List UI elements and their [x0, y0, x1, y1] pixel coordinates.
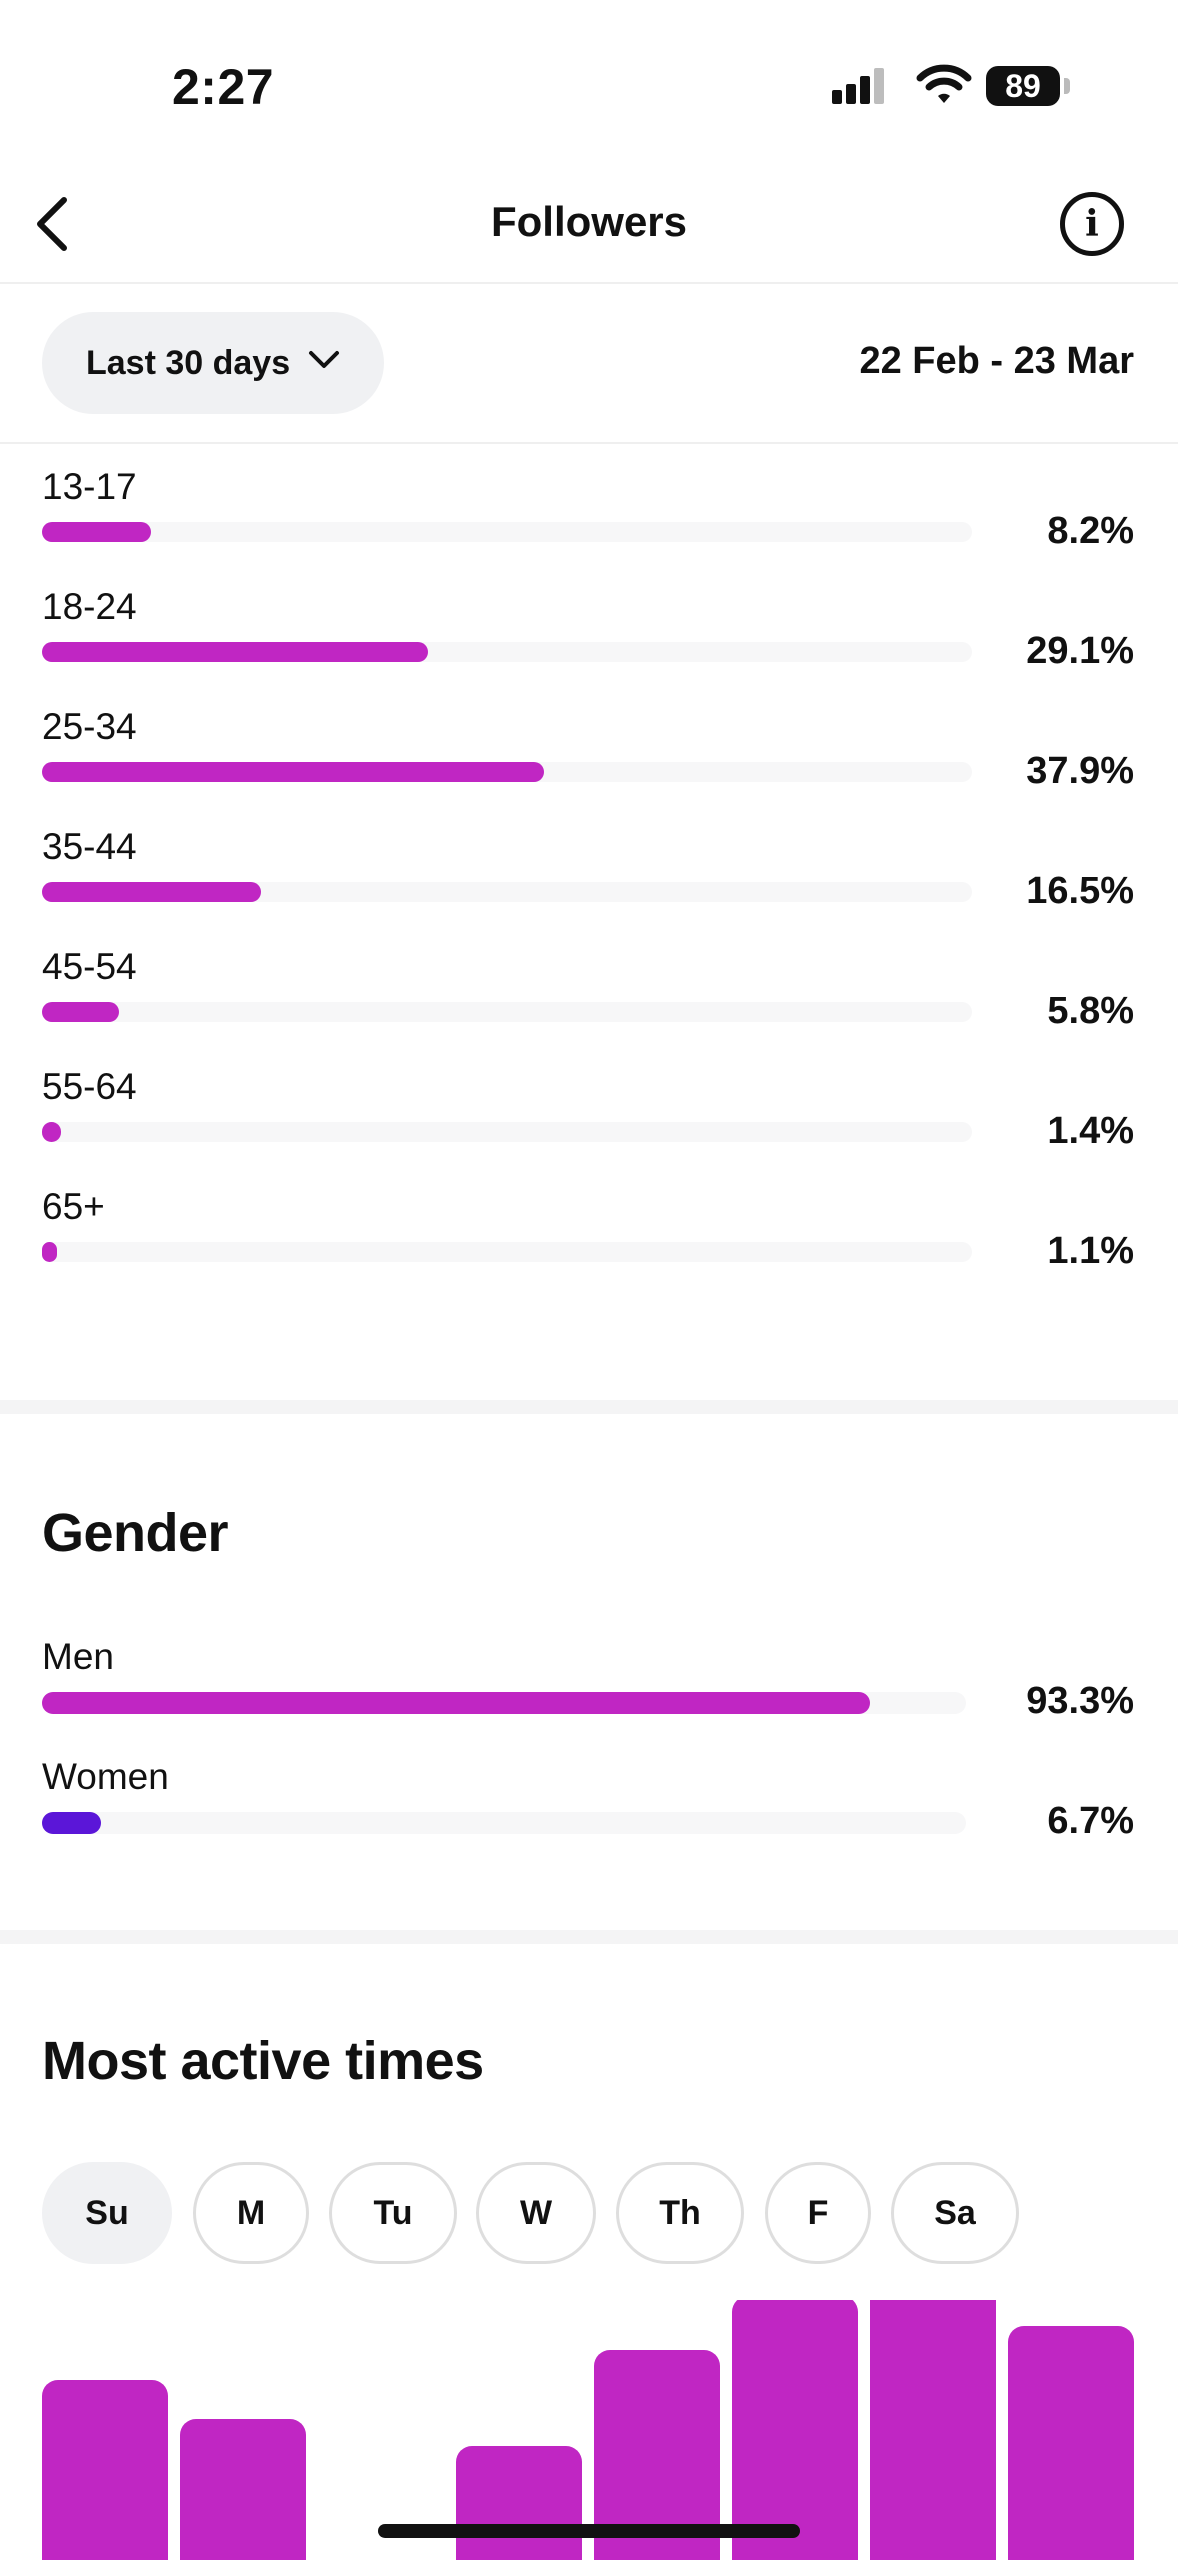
day-chip-tu[interactable]: Tu: [329, 2162, 457, 2264]
active-times-section-title: Most active times: [42, 2031, 484, 2091]
age-row: 13-17 8.2%: [0, 466, 1178, 586]
age-label: 65+: [42, 1186, 105, 1227]
age-bar-fill: [42, 762, 545, 782]
info-icon: i: [1085, 203, 1099, 245]
gender-percent: 6.7%: [1047, 1800, 1134, 1842]
hour-bar: [732, 2300, 858, 2560]
section-separator: [0, 1400, 1178, 1414]
battery-icon: 89: [986, 66, 1060, 106]
status-icons: 89: [832, 62, 1072, 110]
age-percent: 29.1%: [1026, 630, 1134, 672]
age-bar-track: [42, 882, 972, 902]
date-range-dropdown[interactable]: Last 30 days: [42, 312, 384, 414]
age-row: 55-64 1.4%: [0, 1066, 1178, 1186]
age-row: 35-44 16.5%: [0, 826, 1178, 946]
gender-bar-fill: [42, 1812, 102, 1834]
age-row: 25-34 37.9%: [0, 706, 1178, 826]
age-bar-fill: [42, 1002, 119, 1022]
home-indicator: [378, 2524, 800, 2538]
gender-bar-fill: [42, 1692, 870, 1714]
gender-row-women: Women 6.7%: [0, 1756, 1178, 1876]
day-chip-sa[interactable]: Sa: [891, 2162, 1019, 2264]
age-bar-track: [42, 1242, 972, 1262]
age-percent: 8.2%: [1047, 510, 1134, 552]
gender-row-men: Men 93.3%: [0, 1636, 1178, 1756]
hour-bar: [180, 2419, 306, 2560]
age-bar-track: [42, 642, 972, 662]
active-times-chart: [0, 2300, 1178, 2560]
gender-section-title: Gender: [42, 1503, 229, 1563]
header-divider: [0, 282, 1178, 284]
hour-bar: [870, 2300, 996, 2560]
age-label: 25-34: [42, 706, 137, 747]
section-separator: [0, 1930, 1178, 1944]
age-label: 13-17: [42, 466, 137, 507]
gender-bar-track: [42, 1812, 966, 1834]
age-percent: 5.8%: [1047, 990, 1134, 1032]
age-bar-track: [42, 762, 972, 782]
age-label: 35-44: [42, 826, 137, 867]
info-button[interactable]: i: [1060, 192, 1124, 256]
hour-bar: [456, 2446, 582, 2560]
age-bar-fill: [42, 642, 428, 662]
gender-bar-track: [42, 1692, 966, 1714]
age-row: 65+ 1.1%: [0, 1186, 1178, 1306]
date-range-dropdown-label: Last 30 days: [86, 344, 291, 382]
wifi-icon: [916, 64, 972, 103]
age-percent: 37.9%: [1026, 750, 1134, 792]
filter-divider: [0, 442, 1178, 444]
age-bar-fill: [42, 522, 151, 542]
chevron-left-icon: [37, 197, 67, 251]
day-chip-m[interactable]: M: [193, 2162, 309, 2264]
day-chip-f[interactable]: F: [765, 2162, 871, 2264]
battery-nub: [1064, 78, 1070, 94]
chevron-down-icon: [309, 351, 339, 368]
day-chip-su[interactable]: Su: [42, 2162, 172, 2264]
hour-bar: [42, 2380, 168, 2560]
age-row: 45-54 5.8%: [0, 946, 1178, 1066]
age-label: 55-64: [42, 1066, 137, 1107]
age-bar-track: [42, 522, 972, 542]
hour-bar: [1008, 2326, 1134, 2560]
age-bar-track: [42, 1002, 972, 1022]
age-bar-fill: [42, 1242, 57, 1262]
back-button[interactable]: [30, 196, 74, 252]
age-label: 45-54: [42, 946, 137, 987]
page-title: Followers: [490, 198, 688, 245]
date-range-text: 22 Feb - 23 Mar: [859, 340, 1134, 382]
age-label: 18-24: [42, 586, 137, 627]
gender-label: Men: [42, 1636, 114, 1677]
gender-percent: 93.3%: [1026, 1680, 1134, 1722]
age-row: 18-24 29.1%: [0, 586, 1178, 706]
age-percent: 16.5%: [1026, 870, 1134, 912]
age-percent: 1.4%: [1047, 1110, 1134, 1152]
age-bar-fill: [42, 1122, 61, 1142]
day-chip-th[interactable]: Th: [616, 2162, 744, 2264]
day-chip-w[interactable]: W: [476, 2162, 596, 2264]
age-bar-fill: [42, 882, 261, 902]
age-bar-track: [42, 1122, 972, 1142]
age-percent: 1.1%: [1047, 1230, 1134, 1272]
status-time: 2:27: [172, 59, 275, 115]
gender-label: Women: [42, 1756, 169, 1797]
